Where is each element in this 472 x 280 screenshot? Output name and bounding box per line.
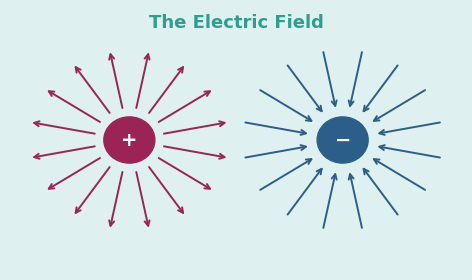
Ellipse shape xyxy=(317,117,368,163)
Ellipse shape xyxy=(104,117,155,163)
Text: The Electric Field: The Electric Field xyxy=(149,14,323,32)
Text: −: − xyxy=(335,130,351,150)
Text: +: + xyxy=(121,130,138,150)
